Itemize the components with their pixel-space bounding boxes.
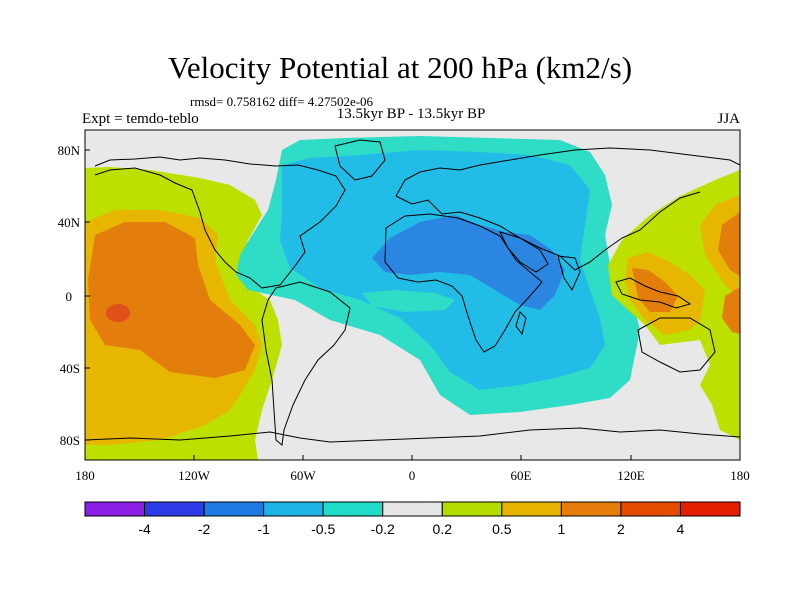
coast-south-america [261,281,351,446]
lat-label-0: 0 [66,289,73,304]
coast-maritime-continent [615,277,692,309]
coast-india [557,255,581,292]
lat-label-40n: 40N [58,215,81,230]
lon-label-180e: 180 [730,468,750,483]
coastlines [85,139,740,446]
colorbar-label: 0.2 [433,521,453,537]
period-label: 13.5kyr BP - 13.5kyr BP [336,106,486,122]
axis-ticks [84,149,741,460]
coast-australia [637,317,716,373]
map-title: Velocity Potential at 200 hPa (km2/s) [167,50,633,85]
contour-negative-blue [372,215,565,310]
contour-positive-orange-east-inner [718,212,740,276]
colorbar-swatch [501,501,562,517]
contour-positive-red-east-edge [722,287,740,334]
colorbar-label: -0.5 [311,521,335,537]
colorbar-label: 2 [617,521,625,537]
colorbar-swatch [322,501,384,517]
colorbar-swatch [263,501,324,517]
lon-label-120w: 120W [178,468,211,483]
lat-labels: 80N 40N 0 40S 80S [58,143,81,448]
colorbar-label: -0.2 [371,521,395,537]
lon-label-0: 0 [409,468,416,483]
lon-labels: 180 120W 60W 0 60E 120E 180 [75,468,750,483]
coast-madagascar [515,311,527,336]
lat-label-40s: 40S [60,361,80,376]
stats-text: rmsd= 0.758162 diff= 4.27502e-06 [190,94,374,109]
coast-europe-asia [395,147,740,271]
colorbar-swatch [560,501,622,517]
lon-label-60e: 60E [511,468,532,483]
contour-positive-orange-west [88,222,255,378]
colorbar-swatch [382,501,443,517]
contour-positive-red-orange-west [106,304,130,322]
season-label: JJA [717,111,740,127]
colorbar-swatch [620,501,681,517]
coast-antarctica [85,427,740,443]
coast-greenland [334,139,386,181]
colorbar-label: -4 [138,521,151,537]
contour-negative-cyan-light-patch [362,290,455,312]
lon-label-120e: 120E [617,468,645,483]
colorbar-swatch [203,501,265,517]
colorbar-swatch [144,501,205,517]
coast-north-america [94,156,346,289]
colorbar-swatch [679,501,741,517]
coast-arabia [499,231,549,273]
coast-africa [384,213,543,353]
colorbar-swatch [84,501,146,517]
colorbar-label: -1 [257,521,270,537]
colorbar-label: 4 [677,521,685,537]
colorbar-label: 1 [557,521,565,537]
colorbar-label: -2 [198,521,211,537]
colorbar: -4 -2 -1 -0.5 -0.2 0.2 0.5 1 2 4 [84,501,741,537]
lat-label-80s: 80S [60,433,80,448]
lat-label-80n: 80N [58,143,81,158]
experiment-label: Expt = temdo-teblo [82,111,199,127]
contour-fill-layer [85,130,740,460]
lon-label-60w: 60W [290,468,316,483]
colorbar-label: 0.5 [492,521,512,537]
lon-label-180w: 180 [75,468,95,483]
colorbar-swatch [441,501,503,517]
